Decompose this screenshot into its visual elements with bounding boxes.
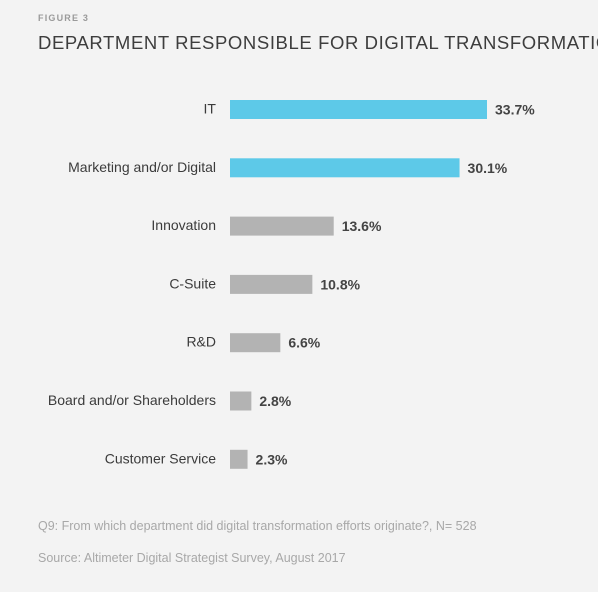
value-label-board-and-or-shareholders: 2.8% [259, 393, 291, 409]
value-label-it: 33.7% [495, 102, 535, 118]
category-label-board-and-or-shareholders: Board and/or Shareholders [48, 392, 216, 408]
value-label-marketing-and-or-digital: 30.1% [468, 160, 508, 176]
bar-customer-service [230, 449, 248, 469]
category-label-r-d: R&D [186, 334, 216, 350]
bar-innovation [230, 216, 334, 236]
source-note: Source: Altimeter Digital Strategist Sur… [38, 551, 346, 565]
bar-it [230, 100, 487, 119]
category-label-customer-service: Customer Service [105, 450, 216, 466]
chart-title: DEPARTMENT RESPONSIBLE FOR DIGITAL TRANS… [38, 32, 598, 53]
bar-chart: IT 33.7% Marketing and/or Digital 30.1% Inno… [48, 100, 535, 469]
value-label-c-suite: 10.8% [320, 276, 360, 292]
bar-c-suite [230, 274, 313, 294]
category-label-innovation: Innovation [151, 217, 216, 233]
value-label-customer-service: 2.3% [256, 451, 288, 467]
value-label-r-d: 6.6% [288, 335, 320, 351]
bar-marketing-and-or-digital [230, 158, 460, 178]
category-label-c-suite: C-Suite [169, 275, 216, 291]
bar-board-and-or-shareholders [230, 391, 252, 411]
category-label-it: IT [204, 101, 217, 117]
question-note: Q9: From which department did digital tr… [38, 519, 477, 533]
figure-label: FIGURE 3 [38, 13, 90, 23]
bar-r-d [230, 333, 281, 353]
category-label-marketing-and-or-digital: Marketing and/or Digital [68, 159, 216, 175]
value-label-innovation: 13.6% [342, 218, 382, 234]
